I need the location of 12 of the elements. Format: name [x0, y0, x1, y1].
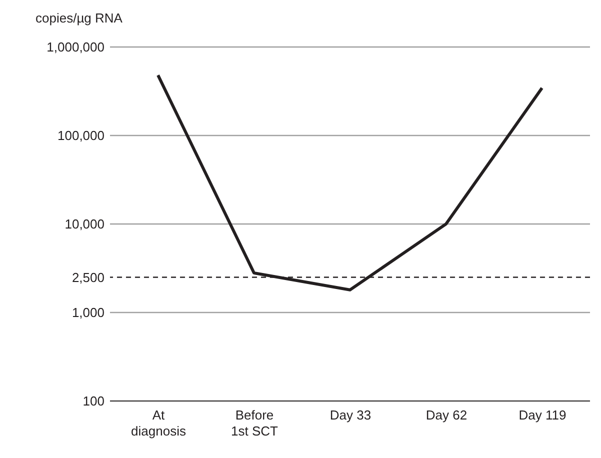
x-tick-label: Day 33	[330, 408, 372, 422]
y-tick-label: 100	[82, 394, 104, 408]
y-tick-label: 100,000	[58, 128, 104, 143]
x-tick-label: Before 1st SCT	[231, 408, 278, 438]
x-tick-label: Day 119	[518, 408, 566, 422]
y-tick-label: 1,000	[72, 305, 104, 320]
y-tick-label: 2,500	[72, 270, 104, 285]
x-tick-label: Day 62	[426, 408, 468, 422]
y-tick-label: 1,000,000	[46, 40, 104, 54]
y-tick-label: 10,000	[64, 216, 104, 232]
y-axis-title: copies/µg RNA	[36, 10, 123, 26]
x-tick-label: At diagnosis	[131, 408, 186, 438]
